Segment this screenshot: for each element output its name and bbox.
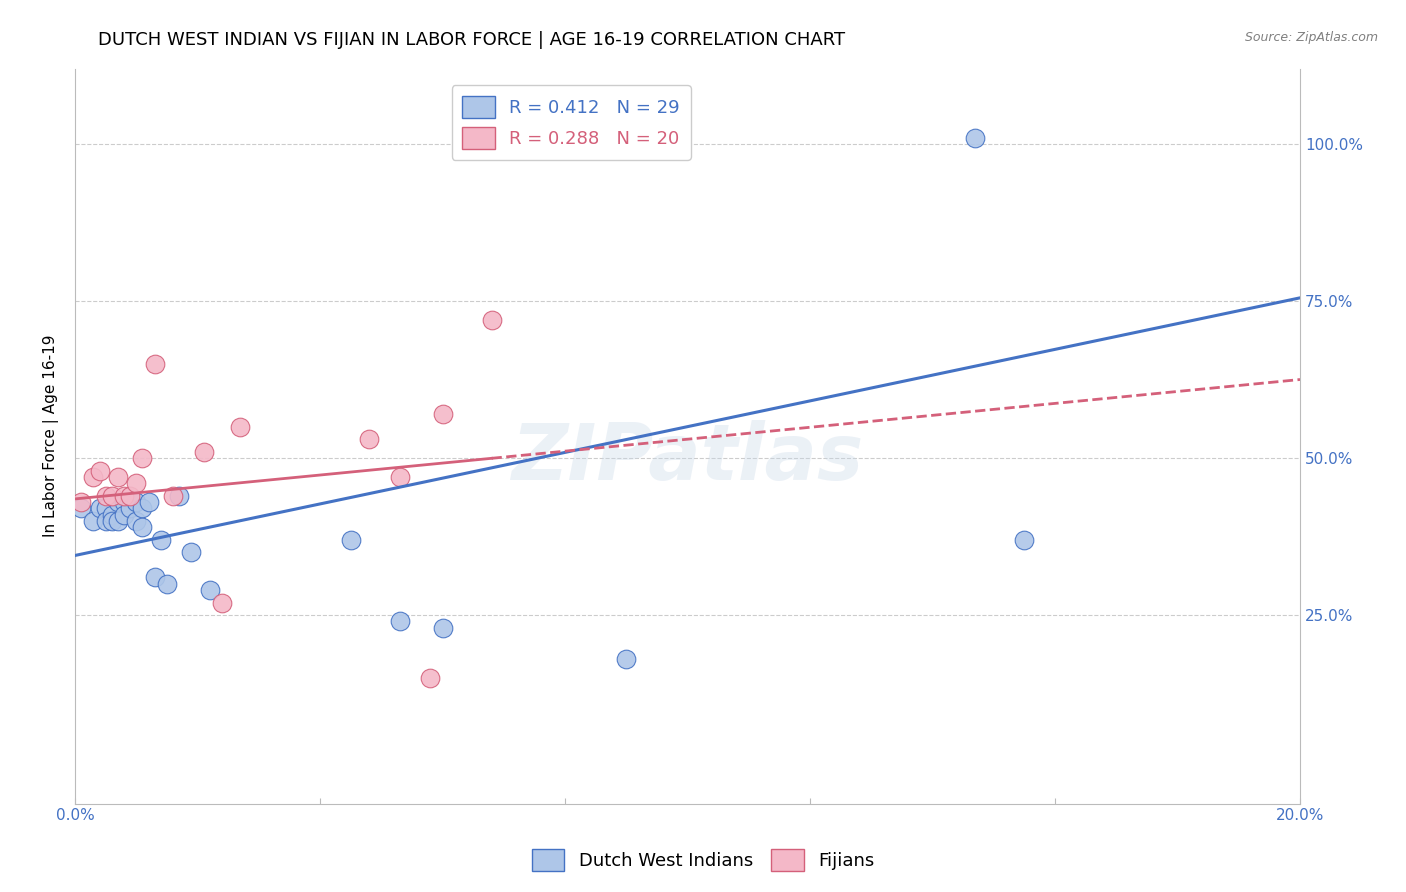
Point bbox=[70, 495, 93, 509]
Text: DUTCH WEST INDIAN VS FIJIAN IN LABOR FORCE | AGE 16-19 CORRELATION CHART: DUTCH WEST INDIAN VS FIJIAN IN LABOR FOR… bbox=[98, 31, 845, 49]
Point bbox=[94, 501, 117, 516]
Point bbox=[107, 470, 129, 484]
Point bbox=[89, 464, 111, 478]
Point bbox=[125, 476, 148, 491]
Point bbox=[167, 489, 190, 503]
Point bbox=[138, 495, 160, 509]
Point bbox=[211, 596, 233, 610]
Y-axis label: In Labor Force | Age 16-19: In Labor Force | Age 16-19 bbox=[44, 334, 59, 537]
Text: ZIPatlas: ZIPatlas bbox=[512, 420, 863, 496]
Point bbox=[162, 489, 184, 503]
Point bbox=[112, 495, 135, 509]
Point bbox=[1014, 533, 1036, 547]
Point bbox=[120, 501, 142, 516]
Point bbox=[94, 514, 117, 528]
Point bbox=[131, 501, 153, 516]
Point bbox=[70, 501, 93, 516]
Point bbox=[481, 313, 503, 327]
Point bbox=[143, 570, 166, 584]
Legend: Dutch West Indians, Fijians: Dutch West Indians, Fijians bbox=[524, 842, 882, 879]
Point bbox=[614, 652, 637, 666]
Point bbox=[101, 508, 124, 522]
Point bbox=[198, 582, 221, 597]
Point bbox=[82, 514, 104, 528]
Point bbox=[125, 514, 148, 528]
Point bbox=[432, 621, 454, 635]
Point bbox=[94, 489, 117, 503]
Point bbox=[339, 533, 361, 547]
Point bbox=[107, 514, 129, 528]
Point bbox=[107, 495, 129, 509]
Point bbox=[180, 545, 202, 559]
Point bbox=[101, 514, 124, 528]
Point bbox=[131, 520, 153, 534]
Point bbox=[432, 407, 454, 421]
Point bbox=[143, 357, 166, 371]
Point bbox=[388, 615, 411, 629]
Point bbox=[419, 671, 441, 685]
Point bbox=[229, 419, 252, 434]
Point bbox=[156, 576, 179, 591]
Point bbox=[388, 470, 411, 484]
Point bbox=[112, 508, 135, 522]
Point bbox=[112, 489, 135, 503]
Point bbox=[125, 495, 148, 509]
Point bbox=[101, 489, 124, 503]
Point bbox=[965, 130, 987, 145]
Text: Source: ZipAtlas.com: Source: ZipAtlas.com bbox=[1244, 31, 1378, 45]
Point bbox=[131, 451, 153, 466]
Point bbox=[149, 533, 172, 547]
Point bbox=[120, 489, 142, 503]
Point bbox=[357, 432, 380, 446]
Point bbox=[193, 444, 215, 458]
Point bbox=[89, 501, 111, 516]
Point bbox=[82, 470, 104, 484]
Legend: R = 0.412   N = 29, R = 0.288   N = 20: R = 0.412 N = 29, R = 0.288 N = 20 bbox=[451, 85, 690, 160]
